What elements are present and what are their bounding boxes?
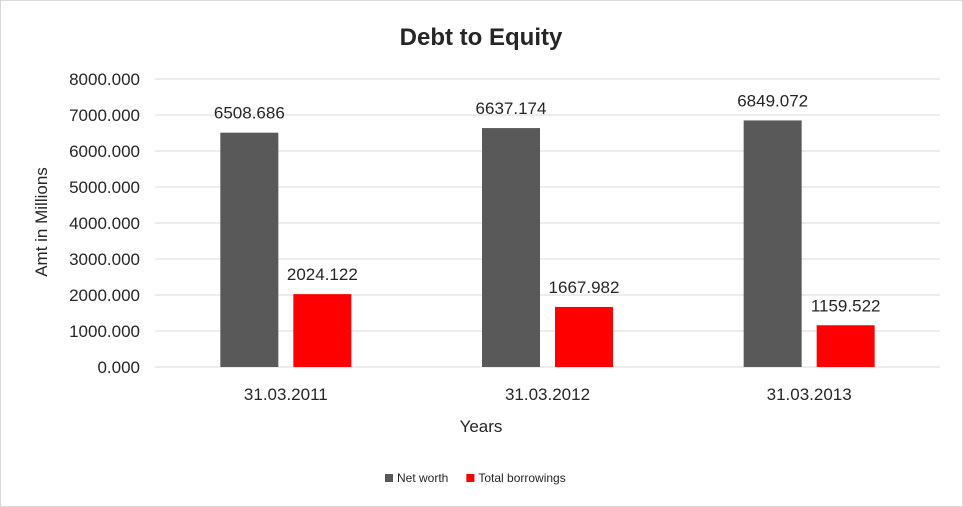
x-axis-label: Years	[460, 417, 503, 436]
bar	[220, 132, 279, 367]
x-tick-label: 31.03.2012	[505, 385, 590, 404]
bars: 6508.686 2024.122 6637.174 1667.982 6849.072…	[214, 91, 881, 367]
bar	[293, 294, 352, 367]
bar	[482, 128, 540, 367]
data-label: 1159.522	[811, 296, 881, 315]
y-axis-ticks: 0.000 1000.000 2000.000 3000.000 4000.000 500…	[69, 70, 140, 377]
chart-title: Debt to Equity	[400, 24, 563, 51]
legend-label: Total borrowings	[478, 471, 565, 485]
data-label: 6508.686	[214, 104, 285, 123]
bar	[743, 120, 802, 367]
x-tick-label: 31.03.2013	[767, 385, 852, 404]
legend-swatch	[385, 474, 393, 482]
y-tick-label: 2000.000	[69, 286, 140, 305]
data-label: 6849.072	[737, 91, 808, 110]
y-tick-label: 5000.000	[69, 178, 140, 197]
y-tick-label: 0.000	[97, 358, 140, 377]
x-tick-label: 31.03.2011	[244, 385, 328, 404]
y-tick-label: 4000.000	[69, 214, 140, 233]
y-tick-label: 8000.000	[69, 70, 140, 89]
data-label: 1667.982	[549, 278, 620, 297]
y-tick-label: 7000.000	[69, 106, 140, 125]
legend-swatch	[466, 474, 475, 482]
y-tick-label: 6000.000	[69, 142, 140, 161]
y-axis-label: Amt in Millions	[32, 167, 51, 277]
bar	[816, 325, 875, 367]
y-tick-label: 3000.000	[69, 250, 140, 269]
data-label: 6637.174	[476, 99, 547, 118]
gridlines	[155, 78, 940, 368]
data-label: 2024.122	[287, 265, 358, 284]
legend-label: Net worth	[397, 471, 448, 485]
legend: Net worth Total borrowings	[385, 471, 566, 485]
bar	[555, 306, 613, 367]
x-axis-ticks: 31.03.2011 31.03.2012 31.03.2013	[244, 385, 852, 404]
y-tick-label: 1000.000	[69, 322, 140, 341]
